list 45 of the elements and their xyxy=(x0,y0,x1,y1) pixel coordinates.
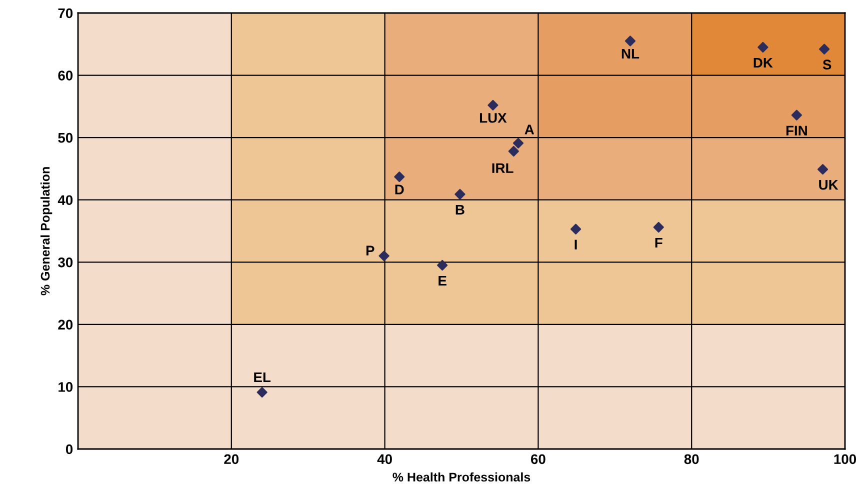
annotation: E xyxy=(438,276,446,286)
x-tick-label: 80 xyxy=(684,454,699,464)
y-axis-title: % General Population xyxy=(40,167,52,296)
annotation: B xyxy=(456,204,464,215)
annotation: DK xyxy=(754,58,773,68)
point xyxy=(758,42,768,53)
annotation: IRL xyxy=(492,163,514,173)
annotation: F xyxy=(655,238,662,248)
annotation: FIN xyxy=(786,126,807,136)
y-tick-label: 70 xyxy=(58,8,73,18)
annotation: A xyxy=(524,124,534,134)
point xyxy=(454,188,466,200)
annotation: S xyxy=(822,60,832,70)
x-axis-title: % Health Professionals xyxy=(392,472,530,482)
point xyxy=(394,172,405,182)
point xyxy=(512,138,524,148)
point xyxy=(488,100,498,110)
point xyxy=(624,36,636,46)
x-tick-label: 100 xyxy=(834,454,856,464)
annotation: P xyxy=(366,246,374,256)
y-tick-label: 20 xyxy=(58,320,73,330)
annotation: UK xyxy=(819,180,838,190)
x-tick-label: 60 xyxy=(530,454,546,464)
y-tick-label: 40 xyxy=(58,195,73,206)
point xyxy=(791,110,802,120)
point xyxy=(570,224,582,234)
annotation: I xyxy=(574,240,577,250)
y-tick-label: 30 xyxy=(58,257,73,268)
point xyxy=(817,164,828,175)
annotation: NL xyxy=(622,48,640,59)
point xyxy=(256,387,268,398)
y-tick-label: 60 xyxy=(58,70,73,80)
annotation: LUX xyxy=(480,113,507,123)
annotation: EL xyxy=(254,372,271,382)
y-tick-label: 0 xyxy=(66,444,73,454)
annotation: D xyxy=(395,184,404,194)
x-tick-label: 40 xyxy=(377,454,392,464)
point xyxy=(508,146,519,157)
point xyxy=(378,250,390,262)
point xyxy=(818,44,830,54)
point xyxy=(653,222,664,233)
y-tick-label: 50 xyxy=(58,132,73,143)
x-tick-label: 20 xyxy=(224,454,239,464)
point xyxy=(437,260,448,271)
y-tick-label: 10 xyxy=(58,382,73,392)
